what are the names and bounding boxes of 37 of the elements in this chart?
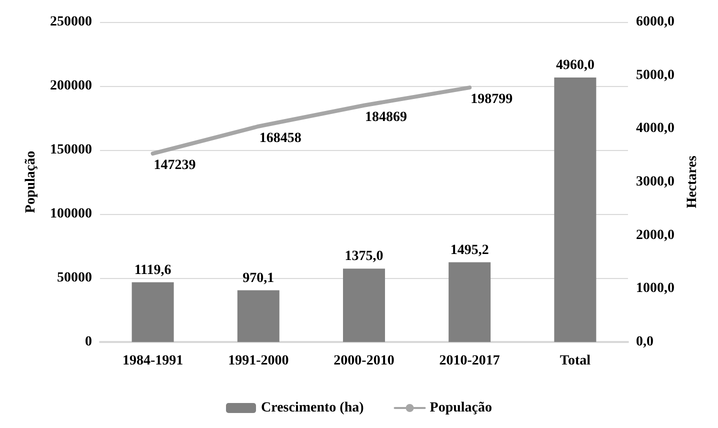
y-tick-label: 100000 (50, 206, 92, 222)
bar (343, 268, 385, 342)
y2-tick-label: 6000,0 (636, 14, 674, 30)
y-tick-label: 50000 (57, 270, 92, 286)
bar (237, 290, 280, 342)
y-tick-label: 150000 (50, 142, 92, 158)
data-label: 970,1 (242, 270, 274, 286)
y2-tick-label: 2000,0 (636, 228, 674, 243)
x-tick-label: 2010-2017 (439, 354, 500, 368)
data-label: 184869 (365, 110, 407, 125)
bar (448, 262, 491, 342)
data-label: 1119,6 (134, 262, 172, 278)
data-label: 147239 (154, 158, 196, 174)
line-series (150, 86, 472, 156)
y2-tick-label: 4000,0 (636, 121, 674, 136)
data-label: 4960,0 (556, 58, 594, 73)
y2-tick-label: 0,0 (636, 334, 654, 350)
y2-tick-label: 1000,0 (636, 281, 674, 296)
legend-label: População (430, 400, 492, 416)
data-label: 198799 (470, 92, 513, 108)
data-label: 1375,0 (344, 249, 384, 264)
y2-tick-label: 3000,0 (636, 174, 674, 190)
bar (554, 77, 596, 342)
legend-label: Crescimento (ha) (261, 400, 364, 416)
x-tick-label: 2000-2010 (334, 354, 394, 368)
x-tick-label: 1984-1991 (122, 354, 184, 368)
y2-tick-label: 5000,0 (636, 68, 674, 83)
data-label: 1495,2 (450, 242, 489, 258)
y-tick-label: 250000 (50, 14, 92, 30)
x-tick-label: 1991-2000 (228, 354, 289, 368)
y-tick-label: 200000 (50, 78, 92, 94)
data-label: 168458 (259, 130, 302, 146)
y-tick-label: 0 (85, 334, 92, 350)
y2-axis-title: Hectares (684, 155, 700, 208)
x-tick-label: Total (560, 354, 591, 368)
bar (132, 282, 174, 342)
y-axis-title: População (24, 150, 38, 214)
